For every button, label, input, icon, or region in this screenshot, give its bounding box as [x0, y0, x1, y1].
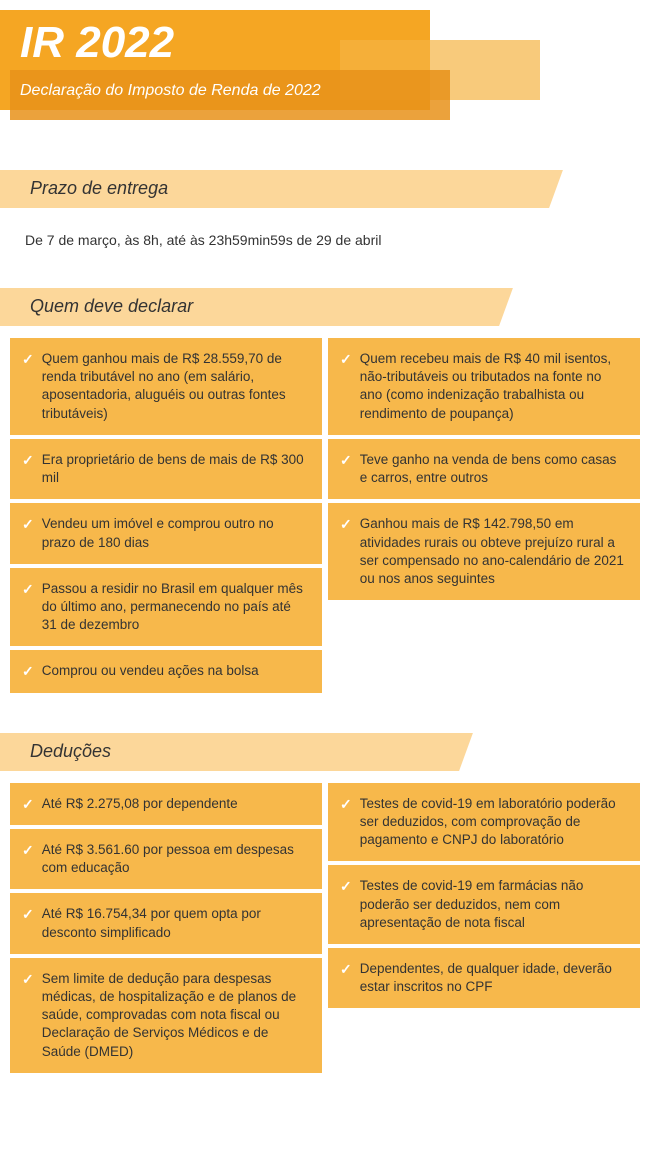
list-item-text: Quem ganhou mais de R$ 28.559,70 de rend… — [42, 350, 308, 423]
check-icon: ✓ — [22, 515, 34, 533]
deducoes-columns: ✓ Até R$ 2.275,08 por dependente ✓ Até R$ 3… — [0, 783, 650, 1083]
check-icon: ✓ — [22, 970, 34, 988]
section-prazo: Prazo de entrega De 7 de março, às 8h, a… — [0, 170, 650, 258]
list-item: ✓ Até R$ 2.275,08 por dependente — [10, 783, 322, 825]
list-item: ✓ Testes de covid-19 em laboratório poder… — [328, 783, 640, 862]
list-item: ✓ Dependentes, de qualquer idade, deverão… — [328, 948, 640, 1008]
header-banner: IR 2022 Declaração do Imposto de Renda d… — [0, 0, 650, 140]
list-item: ✓ Quem ganhou mais de R$ 28.559,70 de ren… — [10, 338, 322, 435]
list-item: ✓ Até R$ 3.561.60 por pessoa em despesas … — [10, 829, 322, 889]
list-item: ✓ Era proprietário de bens de mais de R$ … — [10, 439, 322, 499]
section-heading-prazo: Prazo de entrega — [0, 170, 650, 210]
list-item: ✓ Passou a residir no Brasil em qualquer … — [10, 568, 322, 647]
list-item-text: Até R$ 3.561.60 por pessoa em despesas c… — [42, 841, 308, 877]
check-icon: ✓ — [22, 350, 34, 368]
section-deducoes: Deduções ✓ Até R$ 2.275,08 por dependente… — [0, 733, 650, 1083]
list-item: ✓ Comprou ou vendeu ações na bolsa — [10, 650, 322, 692]
section-body-prazo: De 7 de março, às 8h, até às 23h59min59s… — [0, 220, 650, 258]
list-item: ✓ Ganhou mais de R$ 142.798,50 em ativida… — [328, 503, 640, 600]
list-item: ✓ Testes de covid-19 em farmácias não pod… — [328, 865, 640, 944]
heading-text: Prazo de entrega — [0, 170, 650, 199]
check-icon: ✓ — [22, 451, 34, 469]
check-icon: ✓ — [22, 795, 34, 813]
list-item-text: Até R$ 16.754,34 por quem opta por desco… — [42, 905, 308, 941]
list-item-text: Era proprietário de bens de mais de R$ 3… — [42, 451, 308, 487]
list-item-text: Até R$ 2.275,08 por dependente — [42, 795, 238, 813]
quem-left-col: ✓ Quem ganhou mais de R$ 28.559,70 de ren… — [10, 338, 322, 693]
page-title: IR 2022 — [20, 18, 174, 68]
deducoes-right-col: ✓ Testes de covid-19 em laboratório poder… — [328, 783, 640, 1073]
list-item: ✓ Sem limite de dedução para despesas méd… — [10, 958, 322, 1073]
check-icon: ✓ — [340, 877, 352, 895]
check-icon: ✓ — [340, 451, 352, 469]
heading-text: Deduções — [0, 733, 650, 762]
list-item: ✓ Vendeu um imóvel e comprou outro no pra… — [10, 503, 322, 563]
check-icon: ✓ — [22, 905, 34, 923]
check-icon: ✓ — [22, 841, 34, 859]
section-heading-quem: Quem deve declarar — [0, 288, 650, 328]
list-item-text: Quem recebeu mais de R$ 40 mil isentos, … — [360, 350, 626, 423]
section-quem: Quem deve declarar ✓ Quem ganhou mais de … — [0, 288, 650, 703]
list-item-text: Teve ganho na venda de bens como casas e… — [360, 451, 626, 487]
heading-text: Quem deve declarar — [0, 288, 650, 317]
list-item-text: Dependentes, de qualquer idade, deverão … — [360, 960, 626, 996]
check-icon: ✓ — [22, 662, 34, 680]
list-item: ✓ Teve ganho na venda de bens como casas … — [328, 439, 640, 499]
list-item-text: Ganhou mais de R$ 142.798,50 em atividad… — [360, 515, 626, 588]
list-item-text: Testes de covid-19 em laboratório poderã… — [360, 795, 626, 850]
check-icon: ✓ — [340, 350, 352, 368]
deducoes-left-col: ✓ Até R$ 2.275,08 por dependente ✓ Até R$ 3… — [10, 783, 322, 1073]
quem-columns: ✓ Quem ganhou mais de R$ 28.559,70 de ren… — [0, 338, 650, 703]
list-item-text: Comprou ou vendeu ações na bolsa — [42, 662, 259, 680]
list-item: ✓ Até R$ 16.754,34 por quem opta por desc… — [10, 893, 322, 953]
list-item-text: Testes de covid-19 em farmácias não pode… — [360, 877, 626, 932]
section-heading-deducoes: Deduções — [0, 733, 650, 773]
quem-right-col: ✓ Quem recebeu mais de R$ 40 mil isentos,… — [328, 338, 640, 693]
check-icon: ✓ — [340, 795, 352, 813]
check-icon: ✓ — [22, 580, 34, 598]
list-item-text: Passou a residir no Brasil em qualquer m… — [42, 580, 308, 635]
list-item-text: Vendeu um imóvel e comprou outro no praz… — [42, 515, 308, 551]
list-item-text: Sem limite de dedução para despesas médi… — [42, 970, 308, 1061]
check-icon: ✓ — [340, 515, 352, 533]
page-subtitle: Declaração do Imposto de Renda de 2022 — [20, 82, 321, 100]
check-icon: ✓ — [340, 960, 352, 978]
list-item: ✓ Quem recebeu mais de R$ 40 mil isentos,… — [328, 338, 640, 435]
